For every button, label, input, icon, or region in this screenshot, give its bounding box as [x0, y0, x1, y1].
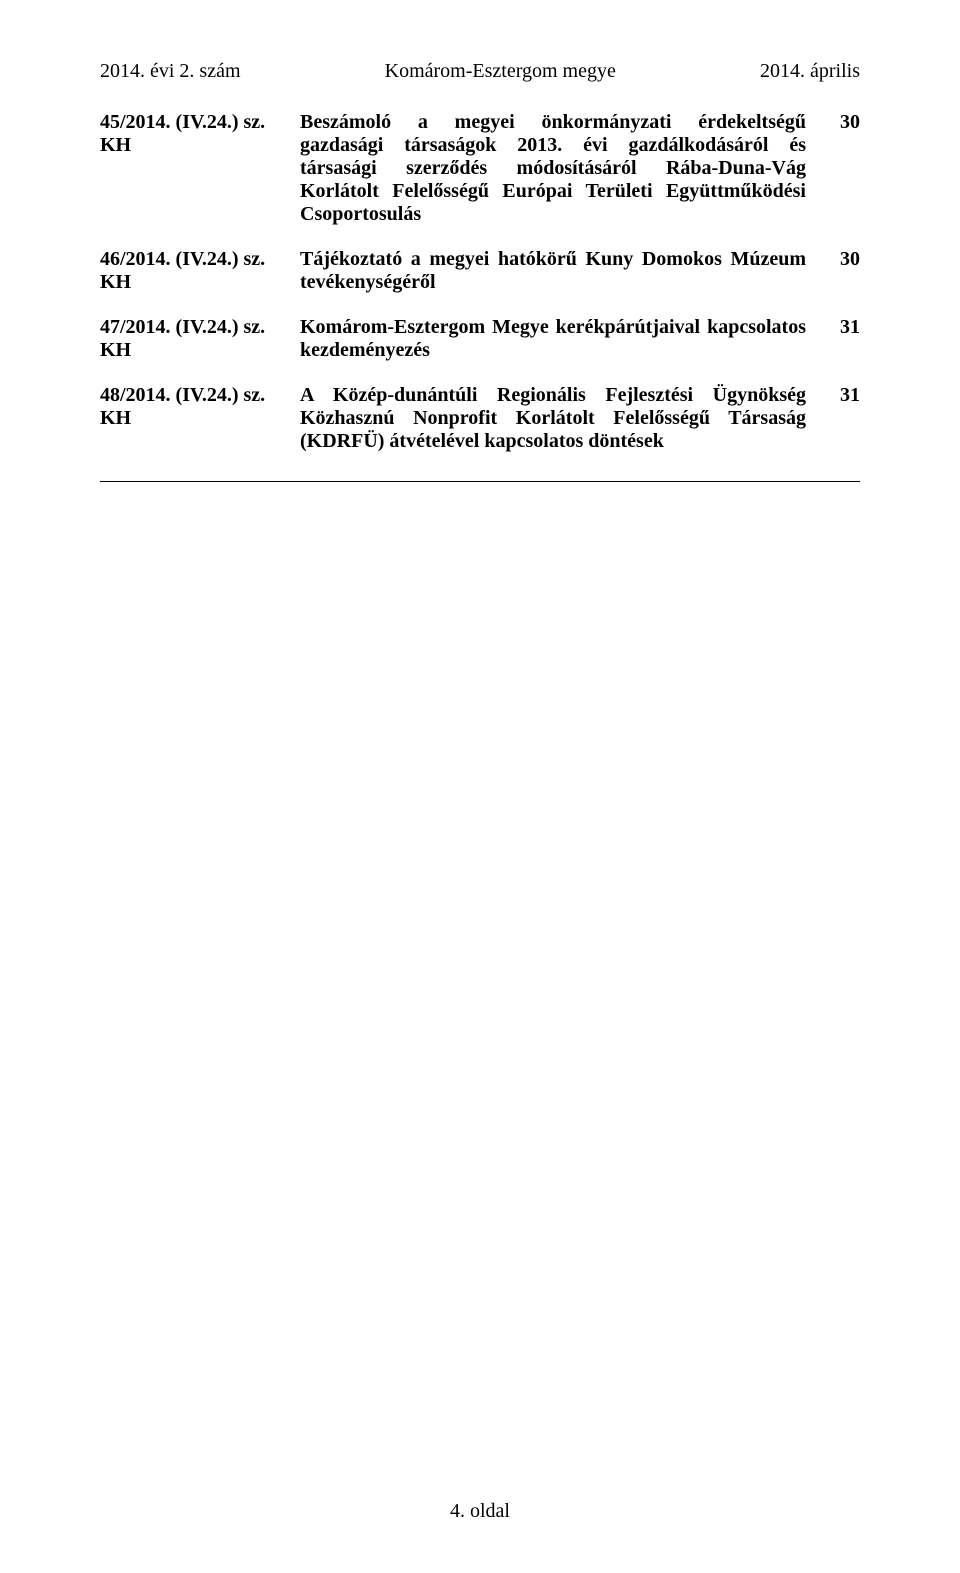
table-row: 45/2014. (IV.24.) sz. KH Beszámoló a meg…	[100, 111, 860, 248]
toc-page: 30	[824, 111, 860, 248]
header-right: 2014. április	[760, 60, 860, 83]
toc-desc: Tájékoztató a megyei hatókörű Kuny Domok…	[300, 248, 824, 316]
toc-ref: 47/2014. (IV.24.) sz. KH	[100, 316, 300, 384]
toc-ref: 48/2014. (IV.24.) sz. KH	[100, 384, 300, 475]
toc-desc: Komárom-Esztergom Megye kerékpárútjaival…	[300, 316, 824, 384]
page-header: 2014. évi 2. szám Komárom-Esztergom megy…	[100, 60, 860, 83]
toc-ref: 46/2014. (IV.24.) sz. KH	[100, 248, 300, 316]
toc-ref: 45/2014. (IV.24.) sz. KH	[100, 111, 300, 248]
header-center: Komárom-Esztergom megye	[385, 60, 616, 83]
table-row: 48/2014. (IV.24.) sz. KH A Közép-dunántú…	[100, 384, 860, 475]
toc-desc: A Közép-dunántúli Regionális Fejlesztési…	[300, 384, 824, 475]
page-footer: 4. oldal	[0, 1500, 960, 1523]
header-left: 2014. évi 2. szám	[100, 60, 241, 83]
toc-desc: Beszámoló a megyei önkormányzati érdekel…	[300, 111, 824, 248]
page-number: 4. oldal	[450, 1500, 510, 1522]
toc-table: 45/2014. (IV.24.) sz. KH Beszámoló a meg…	[100, 111, 860, 504]
table-row: 47/2014. (IV.24.) sz. KH Komárom-Eszterg…	[100, 316, 860, 384]
toc-page: 31	[824, 384, 860, 475]
toc-page: 30	[824, 248, 860, 316]
toc-divider-row	[100, 475, 860, 504]
divider	[100, 481, 860, 482]
table-row: 46/2014. (IV.24.) sz. KH Tájékoztató a m…	[100, 248, 860, 316]
toc-page: 31	[824, 316, 860, 384]
